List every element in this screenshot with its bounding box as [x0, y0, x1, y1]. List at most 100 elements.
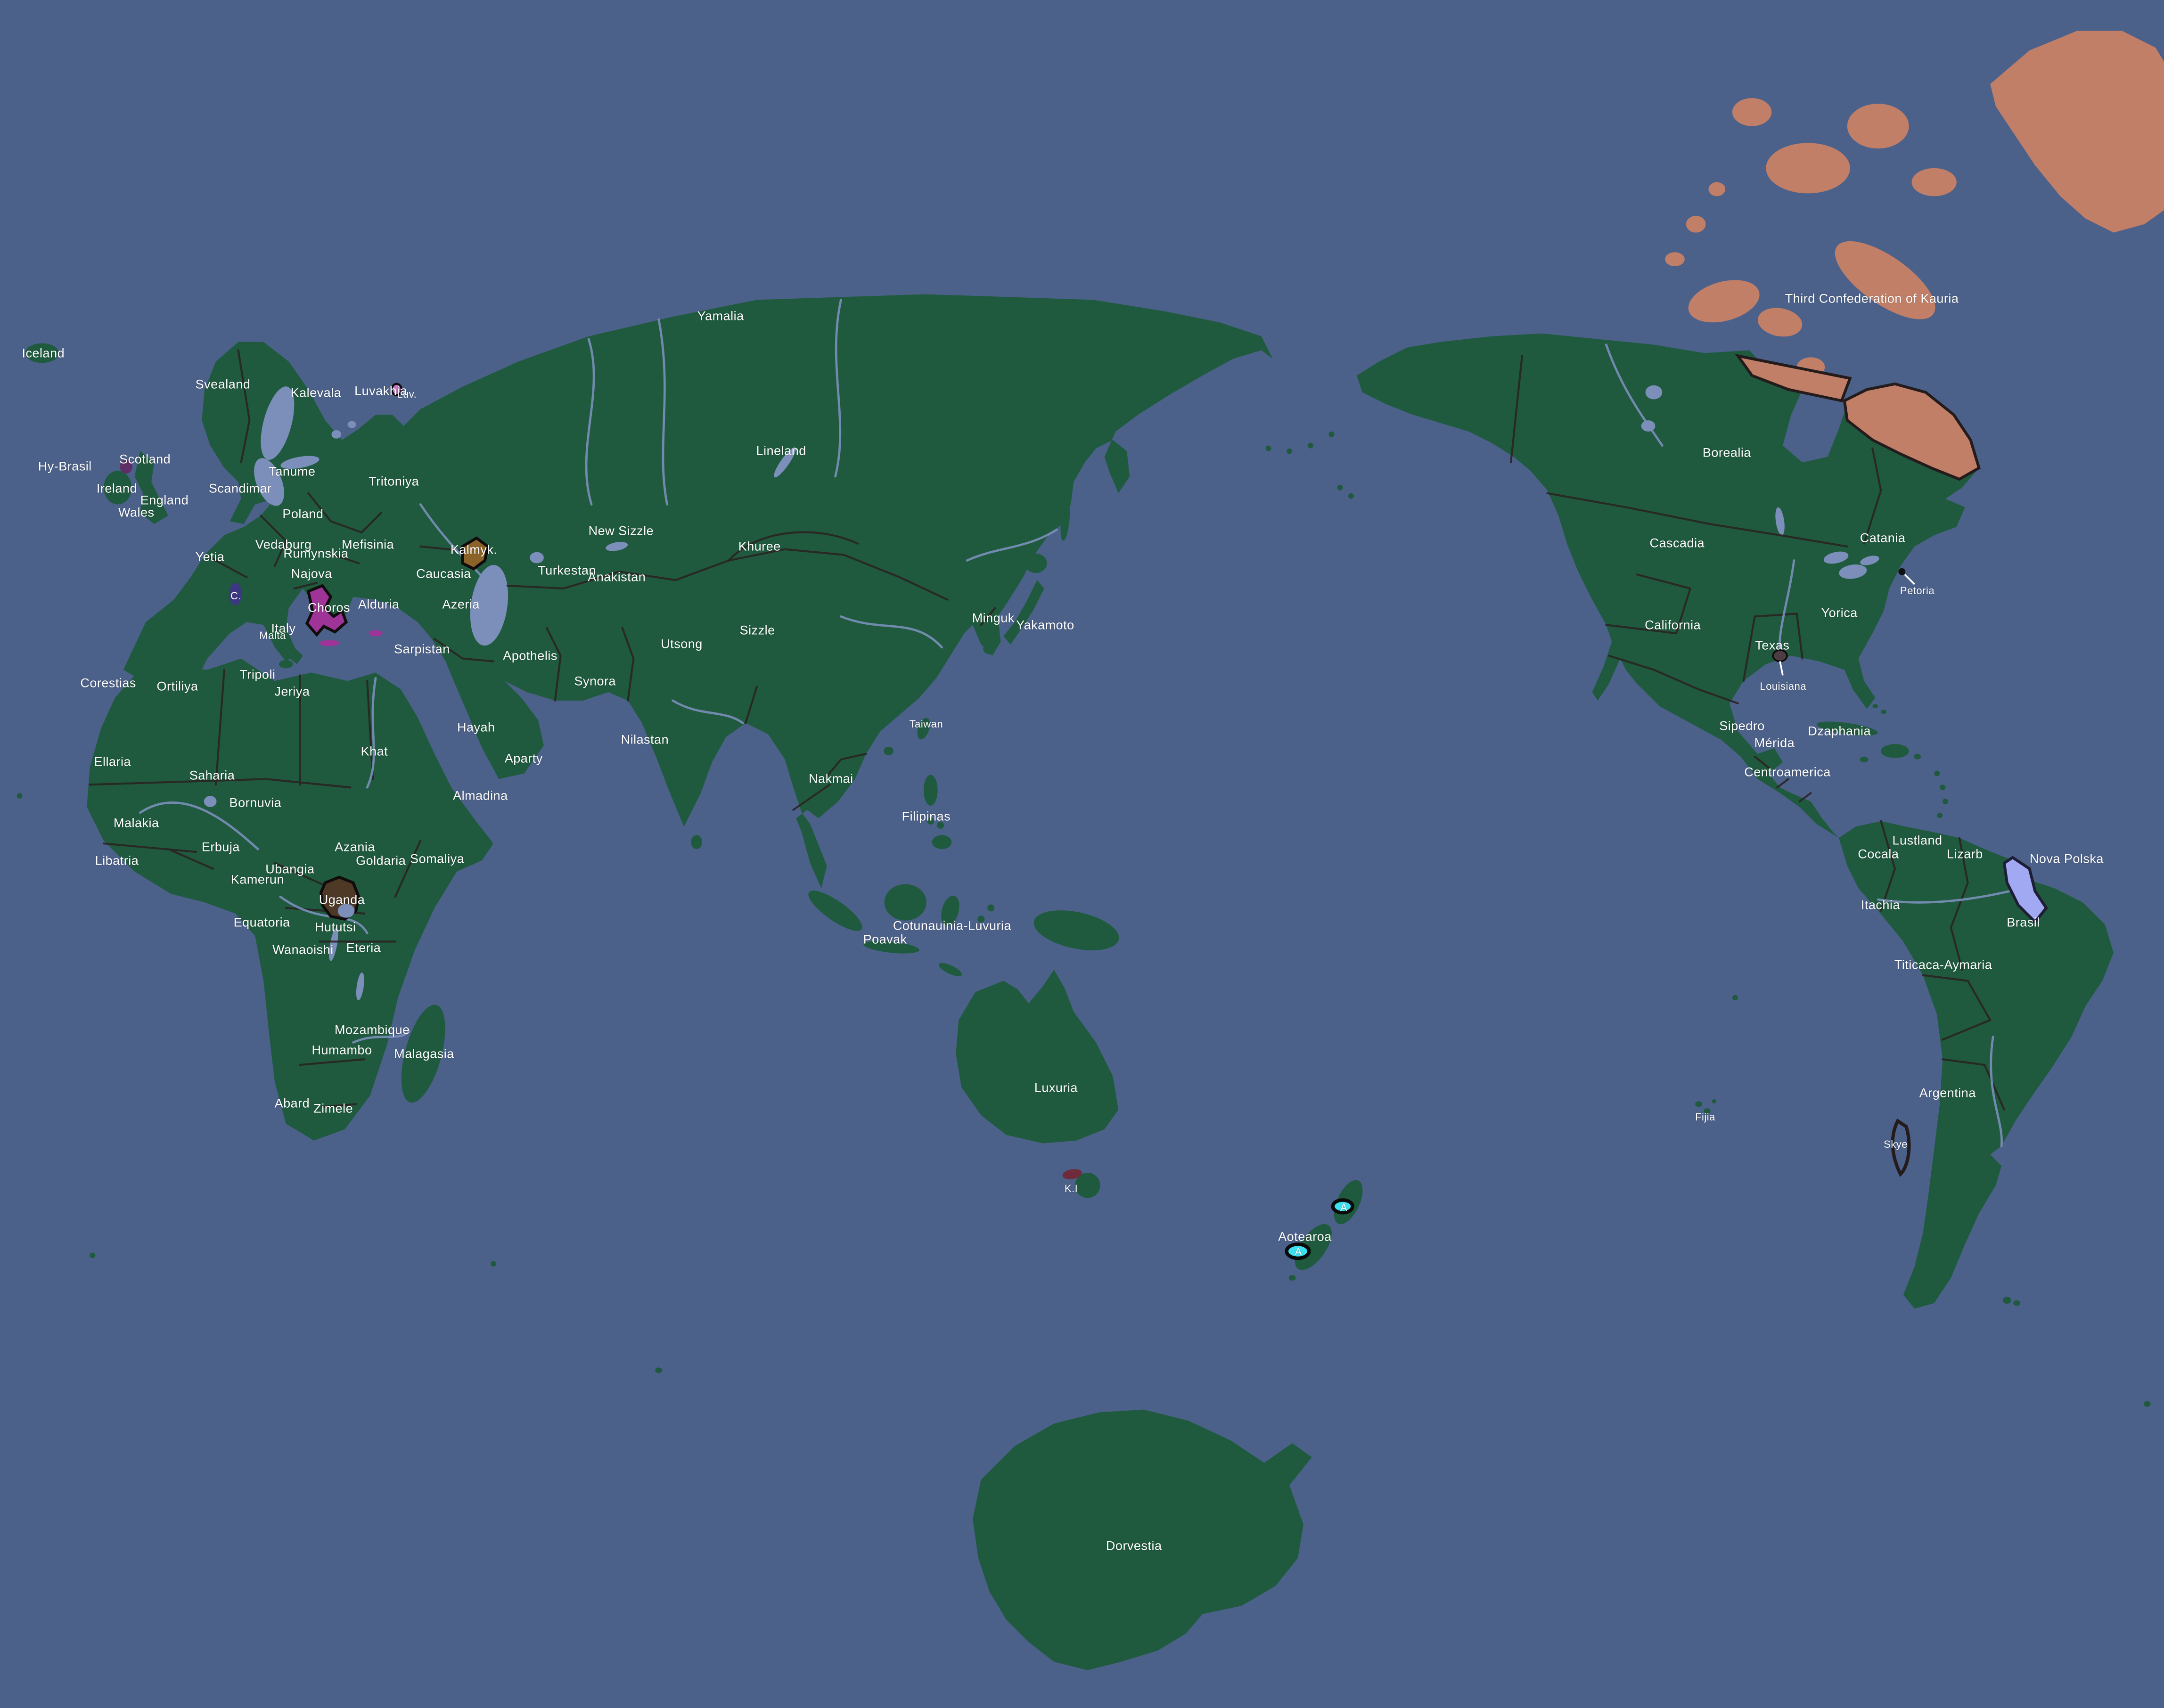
lake-baikal — [774, 447, 796, 478]
island-stewart — [1288, 1275, 1296, 1281]
island-cuba — [1817, 721, 1878, 736]
island-speck-4 — [490, 1261, 496, 1267]
island-moluccas-2 — [987, 904, 995, 912]
river-lena — [834, 299, 842, 478]
border-south-africa — [299, 840, 422, 1108]
nation-aotearoa-enclave-south[interactable] — [1285, 1242, 1311, 1260]
island-sulawesi — [941, 896, 959, 926]
aral-sea — [530, 552, 544, 564]
kauria-ellesmere[interactable] — [1766, 143, 1850, 194]
island-speck-7 — [1348, 493, 1354, 499]
leader-line-petoria — [1904, 573, 1915, 585]
island-madagascar — [401, 1005, 445, 1103]
lake-onega — [347, 421, 356, 428]
nation-choros-crete[interactable] — [320, 640, 339, 646]
island-speck-2 — [90, 1252, 96, 1259]
kauria-devon[interactable] — [1847, 104, 1909, 149]
nation-louisiana[interactable] — [1772, 649, 1788, 662]
kauria-mainland-north-strip[interactable] — [1735, 353, 1852, 402]
border-ontario-quebec — [1863, 447, 1882, 545]
nation-skye-outline[interactable] — [1891, 1118, 1911, 1177]
island-antilles-4 — [1937, 812, 1943, 818]
island-hispaniola — [1881, 744, 1909, 758]
river-zambezi — [352, 1030, 410, 1044]
baltic-proper — [254, 458, 284, 506]
nation-kauria[interactable] — [1665, 31, 2164, 481]
nation-luv[interactable] — [391, 383, 403, 396]
river-mackenzie — [1605, 343, 1664, 447]
island-iceland — [25, 343, 59, 363]
island-fiji-3 — [1712, 1099, 1716, 1103]
river-yenisei — [657, 318, 669, 506]
lake-ladoga — [331, 430, 342, 439]
nation-corsica[interactable] — [229, 583, 242, 605]
river-volga — [419, 503, 486, 581]
baltic-bothnia — [261, 386, 295, 460]
island-speck-3 — [655, 1367, 663, 1373]
nation-petoria[interactable] — [1898, 568, 1906, 575]
kauria-greenland[interactable] — [1990, 31, 2164, 233]
island-antilles-3 — [1943, 799, 1948, 804]
nation-choros-cyprus[interactable] — [369, 630, 383, 637]
landmass-australia — [956, 969, 1119, 1144]
kauria-island-6[interactable] — [1911, 168, 1957, 196]
border-balkans — [293, 554, 360, 590]
kauria-mainland-labrador[interactable] — [1843, 382, 1981, 481]
kauria-island-7[interactable] — [1686, 215, 1706, 233]
border-south-asia — [745, 686, 868, 811]
nation-hy-brasil[interactable] — [120, 459, 133, 474]
landmass-north-america — [1356, 333, 1979, 838]
island-luzon — [923, 775, 938, 806]
river-ganges — [672, 699, 744, 724]
island-tasmania — [1075, 1173, 1100, 1198]
island-bahamas-2 — [1881, 710, 1887, 714]
border-alaska — [1509, 355, 1523, 464]
kauria-baffin[interactable] — [1823, 227, 1947, 334]
lake-chad — [204, 796, 217, 807]
island-sicily — [279, 660, 293, 669]
river-ob — [585, 338, 595, 506]
lake-winnipeg — [1775, 507, 1785, 535]
island-kyushu — [983, 643, 996, 654]
island-italy-boot — [269, 616, 303, 664]
island-falkland-2 — [2013, 1300, 2021, 1306]
border-us-mexico — [1608, 654, 1739, 704]
nation-nova-polska[interactable] — [2002, 856, 2048, 924]
island-java — [863, 940, 919, 954]
island-hainan — [884, 747, 893, 755]
island-antilles-1 — [1934, 770, 1940, 776]
border-europe-1 — [209, 492, 383, 579]
kauria-island-8[interactable] — [1708, 182, 1726, 196]
nation-aotearoa-enclave-north[interactable] — [1331, 1198, 1354, 1215]
river-mississippi — [1778, 559, 1795, 657]
nation-ki[interactable] — [1062, 1168, 1083, 1181]
river-nile — [366, 677, 377, 789]
river-amur — [966, 528, 1058, 562]
kauria-island-2[interactable] — [1755, 304, 1804, 340]
border-peru-bolivia — [1922, 974, 1992, 1041]
landmass-south-america — [1839, 821, 2114, 1309]
kauria-banks-victoria[interactable] — [1684, 273, 1764, 329]
great-bear-lake — [1645, 385, 1663, 400]
leader-line-louisiana — [1779, 661, 1784, 676]
border-nile — [366, 680, 374, 780]
island-taiwan — [917, 718, 930, 740]
island-hokkaido — [1025, 553, 1047, 573]
nation-choros[interactable] — [305, 584, 348, 637]
island-mindanao — [932, 835, 952, 850]
island-fiji-2 — [1704, 1108, 1711, 1114]
island-speck-1 — [16, 793, 23, 799]
landmass-africa — [87, 658, 493, 1141]
island-borneo — [884, 884, 926, 921]
river-parana — [1990, 1036, 2003, 1147]
island-falkland-1 — [2002, 1297, 2011, 1304]
island-aleutian-1 — [1328, 431, 1335, 437]
island-aleutian-2 — [1307, 442, 1313, 449]
kauria-island-5[interactable] — [1732, 98, 1772, 126]
island-sakhalin — [1060, 501, 1070, 541]
caspian-sea — [470, 565, 508, 646]
nation-kalmyk[interactable] — [461, 536, 490, 571]
island-jamaica — [1860, 756, 1869, 762]
kauria-island-9[interactable] — [1665, 252, 1685, 267]
